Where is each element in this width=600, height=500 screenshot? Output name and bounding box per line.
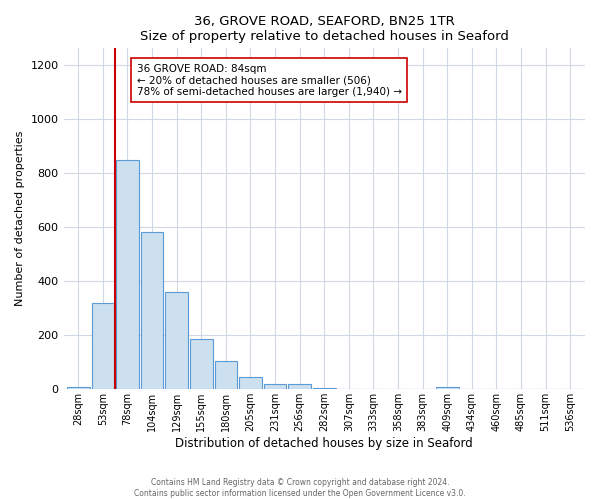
Bar	[313, 388, 335, 390]
Bar	[67, 386, 89, 390]
Title: 36, GROVE ROAD, SEAFORD, BN25 1TR
Size of property relative to detached houses i: 36, GROVE ROAD, SEAFORD, BN25 1TR Size o…	[140, 15, 509, 43]
Bar	[166, 292, 188, 390]
Bar	[239, 377, 262, 390]
X-axis label: Distribution of detached houses by size in Seaford: Distribution of detached houses by size …	[175, 437, 473, 450]
Bar	[215, 362, 237, 390]
Y-axis label: Number of detached properties: Number of detached properties	[15, 131, 25, 306]
Bar	[116, 160, 139, 390]
Bar	[264, 384, 286, 390]
Bar	[436, 386, 458, 390]
Bar	[92, 302, 114, 390]
Text: 36 GROVE ROAD: 84sqm
← 20% of detached houses are smaller (506)
78% of semi-deta: 36 GROVE ROAD: 84sqm ← 20% of detached h…	[137, 64, 401, 97]
Bar	[289, 384, 311, 390]
Text: Contains HM Land Registry data © Crown copyright and database right 2024.
Contai: Contains HM Land Registry data © Crown c…	[134, 478, 466, 498]
Bar	[141, 232, 163, 390]
Bar	[190, 339, 212, 390]
